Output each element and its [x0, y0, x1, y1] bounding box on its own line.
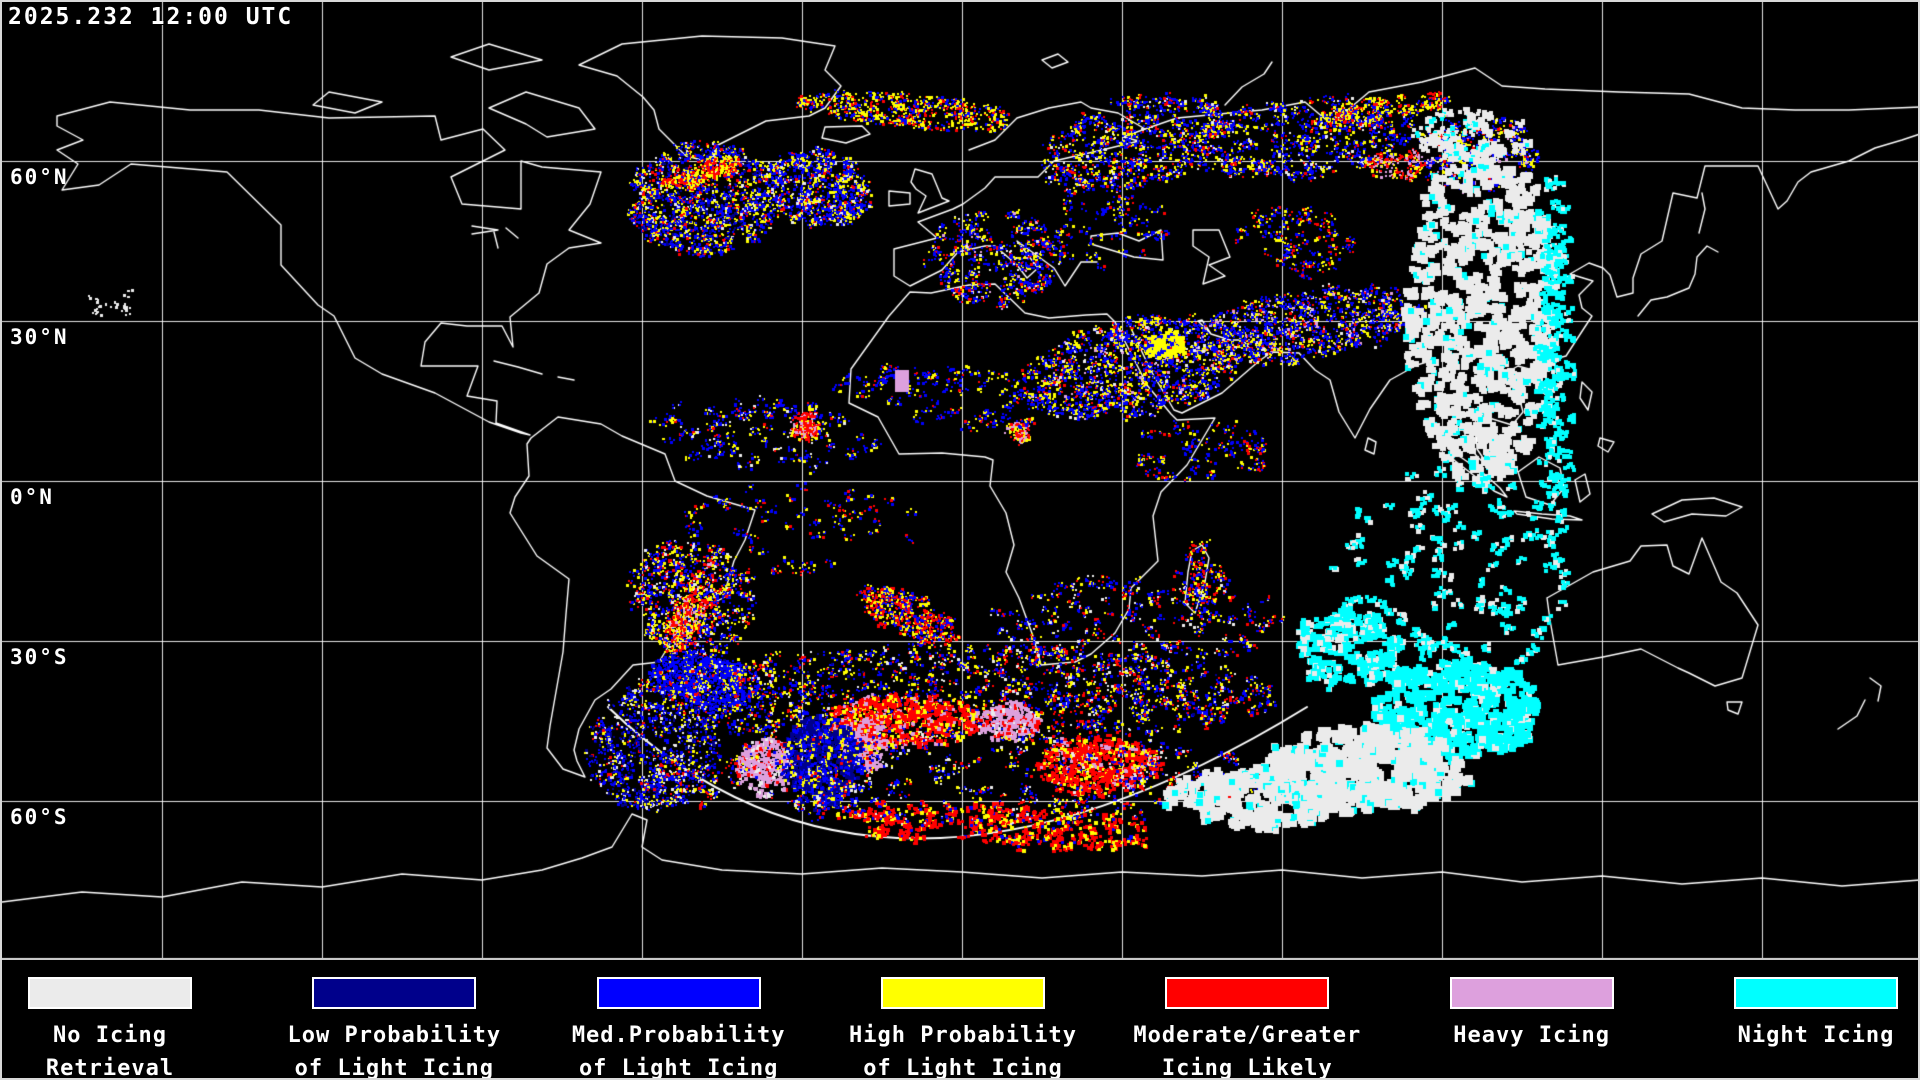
- legend-label-no-icing-retrieval: No Icing Retrieval: [45, 1023, 175, 1080]
- legend-swatch-no-icing-retrieval: [28, 977, 192, 1009]
- lat-label: 30°S: [10, 645, 69, 669]
- legend-label-high-prob-light-icing: High Probability of Light Icing: [849, 1023, 1077, 1080]
- legend-label-med-prob-light-icing: Med.Probability of Light Icing: [571, 1023, 786, 1080]
- world-map-canvas: [2, 2, 1918, 960]
- lat-label: 60°S: [10, 805, 69, 829]
- legend-item-night-icing: Night Icing: [1733, 977, 1898, 1078]
- legend-item-heavy-icing: Heavy Icing: [1449, 977, 1614, 1078]
- legend-swatch-high-prob-light-icing: [880, 977, 1045, 1009]
- legend-label-night-icing: Night Icing: [1737, 1023, 1895, 1048]
- legend-swatch-med-prob-light-icing: [596, 977, 761, 1009]
- legend-label-heavy-icing: Heavy Icing: [1453, 1023, 1610, 1048]
- legend-item-med-prob-light-icing: Med.Probability of Light Icing: [572, 977, 785, 1078]
- lat-label: 0°N: [10, 485, 54, 509]
- legend-swatch-heavy-icing: [1449, 977, 1614, 1009]
- legend-item-high-prob-light-icing: High Probability of Light Icing: [849, 977, 1076, 1078]
- legend-item-no-icing-retrieval: No Icing Retrieval: [28, 977, 192, 1080]
- legend-item-moderate-greater: Moderate/Greater Icing Likely: [1133, 977, 1360, 1078]
- legend-swatch-low-prob-light-icing: [312, 977, 477, 1009]
- legend-bar: No Icing Retrieval Low Probability of Light…: [2, 958, 1918, 1080]
- legend-item-low-prob-light-icing: Low Probability of Light Icing: [287, 977, 500, 1078]
- lat-label: 30°N: [10, 325, 69, 349]
- legend-label-moderate-greater: Moderate/Greater Icing Likely: [1133, 1023, 1362, 1080]
- legend-swatch-moderate-greater: [1165, 977, 1330, 1009]
- legend-label-low-prob-light-icing: Low Probability of Light Icing: [287, 1023, 502, 1080]
- timestamp-label: 2025.232 12:00 UTC: [8, 4, 294, 30]
- legend-swatch-night-icing: [1733, 977, 1898, 1009]
- lat-label: 60°N: [10, 165, 69, 189]
